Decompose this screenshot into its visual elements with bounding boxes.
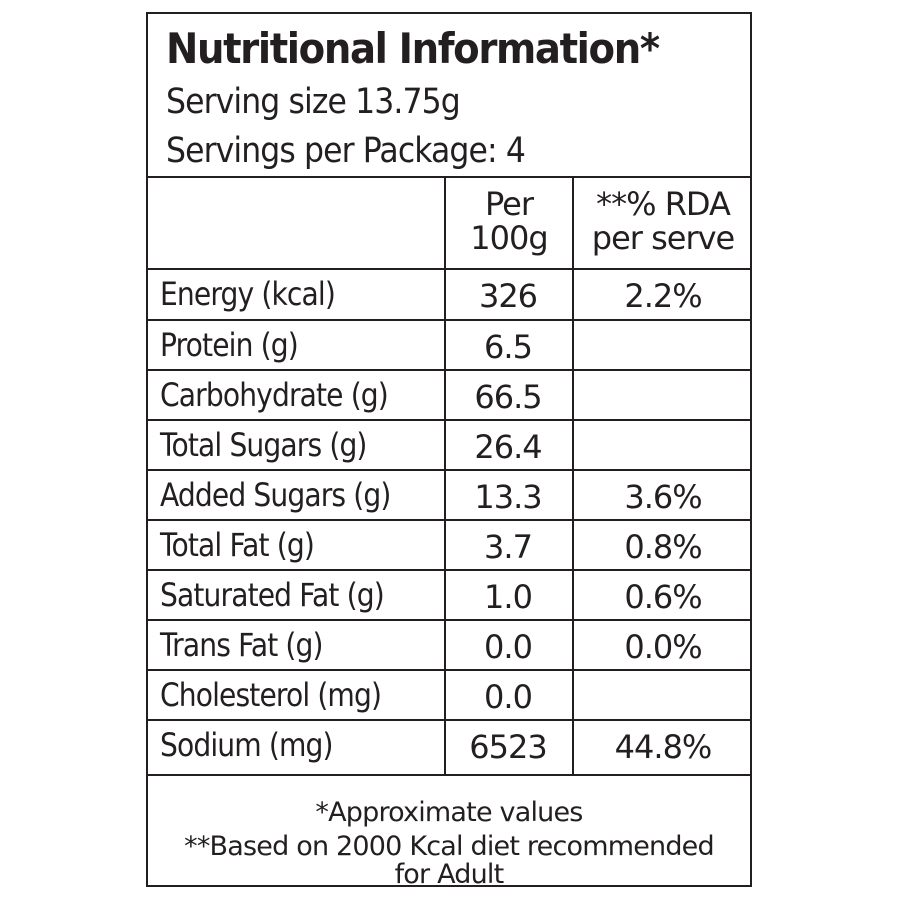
row-divider <box>148 569 750 571</box>
nutrient-rda: 2.2% <box>624 277 702 315</box>
nutrition-label: Nutritional Information* Serving size 13… <box>146 12 752 890</box>
servings-per-package: Servings per Package: 4 <box>166 131 526 171</box>
row-divider <box>148 719 750 721</box>
footnote-adult: for Adult <box>394 859 505 890</box>
nutrient-per-100g: 326 <box>478 277 538 315</box>
row-divider <box>148 419 750 421</box>
row-divider <box>148 774 750 776</box>
nutrient-per-100g: 66.5 <box>474 378 542 416</box>
nutrient-per-100g: 1.0 <box>484 578 533 616</box>
row-divider <box>148 669 750 671</box>
column-divider-2 <box>572 176 574 776</box>
nutrient-name: Trans Fat (g) <box>160 626 324 664</box>
nutrient-rda: 44.8% <box>614 728 713 766</box>
nutrient-rda: 0.6% <box>624 578 702 616</box>
nutrient-name: Energy (kcal) <box>160 275 336 313</box>
row-divider <box>148 519 750 521</box>
nutrient-name: Total Sugars (g) <box>160 426 367 464</box>
row-divider <box>148 619 750 621</box>
column-header-per-100g: Per 100g <box>446 187 572 255</box>
nutrient-per-100g: 3.7 <box>484 528 533 566</box>
footnote-rda-basis: **Based on 2000 Kcal diet recommended <box>184 831 714 862</box>
nutrient-per-100g: 0.0 <box>484 628 533 666</box>
nutrient-name: Cholesterol (mg) <box>160 676 382 714</box>
nutrient-name: Total Fat (g) <box>160 526 315 564</box>
nutrient-name: Sodium (mg) <box>160 726 334 764</box>
nutrient-name: Saturated Fat (g) <box>160 576 385 614</box>
column-header-per: Per <box>485 185 534 223</box>
serving-size: Serving size 13.75g <box>166 82 461 122</box>
row-divider <box>148 369 750 371</box>
nutrient-rda: 3.6% <box>624 478 702 516</box>
column-divider-1 <box>444 176 446 776</box>
row-divider <box>148 469 750 471</box>
column-header-rda-title: **% RDA <box>596 185 731 223</box>
label-header: Nutritional Information* Serving size 13… <box>148 14 750 178</box>
nutrient-per-100g: 26.4 <box>474 428 542 466</box>
column-header-rda: **% RDA per serve <box>574 187 752 255</box>
nutrient-rda: 0.0% <box>624 628 702 666</box>
column-header-100g: 100g <box>470 219 548 257</box>
nutrient-rda: 0.8% <box>624 528 702 566</box>
nutrient-per-100g: 6.5 <box>484 328 533 366</box>
label-footer: *Approximate values **Based on 2000 Kcal… <box>148 776 750 890</box>
row-divider <box>148 319 750 321</box>
column-header-per-serve: per serve <box>591 219 735 257</box>
nutrient-per-100g: 0.0 <box>484 678 533 716</box>
row-divider <box>148 268 750 270</box>
nutrient-per-100g: 13.3 <box>474 478 542 516</box>
nutrient-name: Carbohydrate (g) <box>160 376 389 414</box>
footnote-approximate: *Approximate values <box>315 797 583 828</box>
label-title: Nutritional Information* <box>166 24 660 73</box>
nutrient-name: Protein (g) <box>160 326 299 364</box>
nutrient-per-100g: 6523 <box>469 728 547 766</box>
nutrient-name: Added Sugars (g) <box>160 476 391 514</box>
